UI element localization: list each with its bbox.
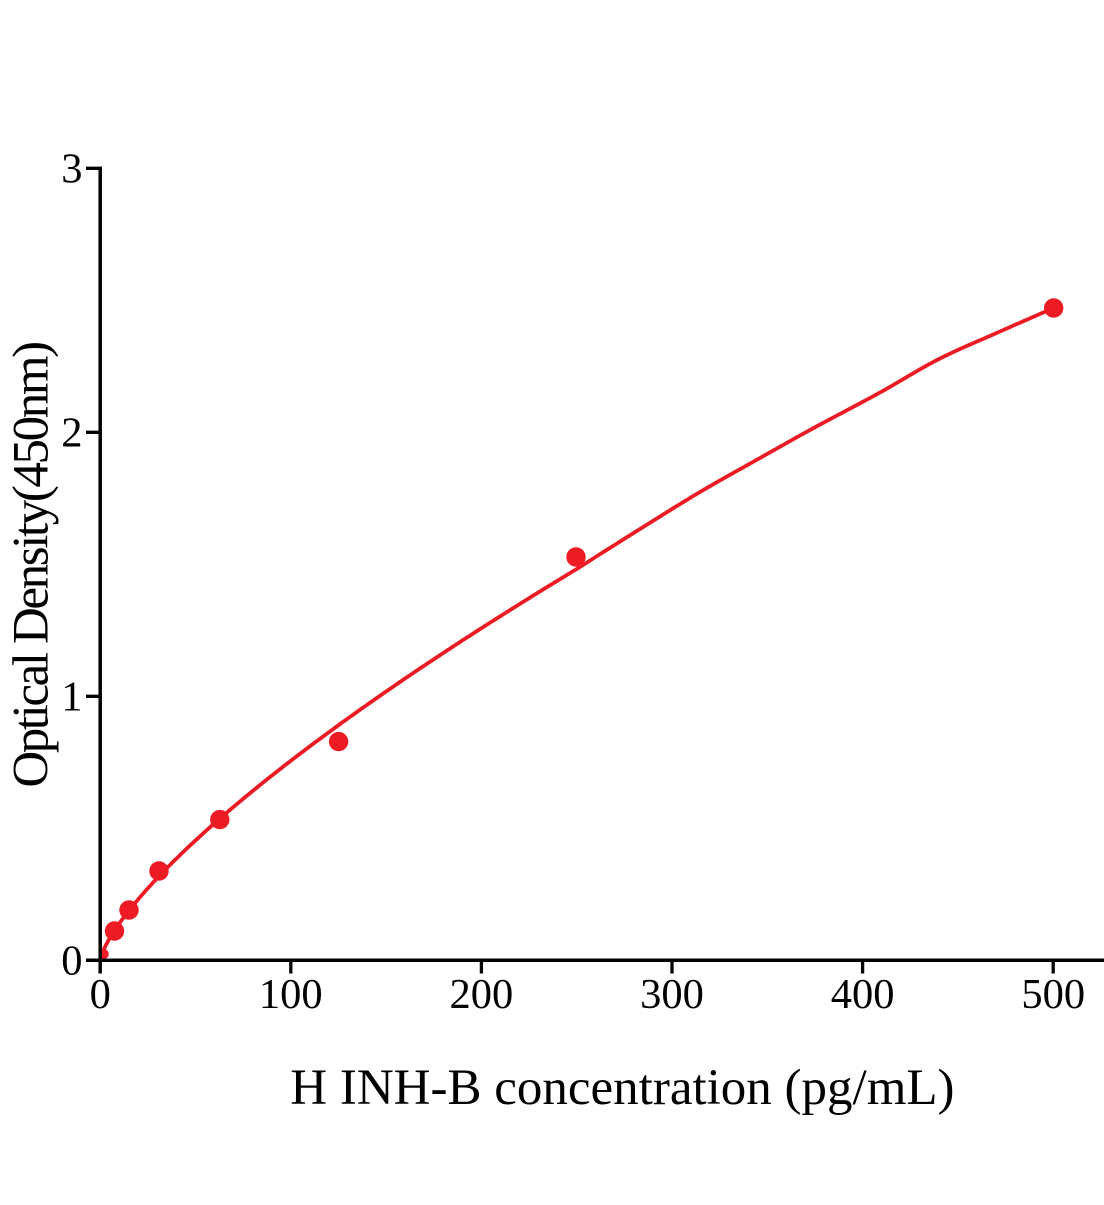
svg-text:0: 0 (61, 938, 82, 985)
svg-text:2: 2 (61, 410, 82, 457)
svg-text:Optical Density(450nm): Optical Density(450nm) (3, 343, 59, 788)
svg-text:0: 0 (90, 971, 111, 1018)
svg-text:300: 300 (640, 971, 704, 1018)
svg-text:400: 400 (831, 971, 895, 1018)
svg-text:100: 100 (259, 971, 323, 1018)
svg-text:3: 3 (61, 146, 82, 193)
svg-text:500: 500 (1021, 971, 1085, 1018)
svg-text:1: 1 (61, 674, 82, 721)
svg-text:H INH-B concentration (pg/mL): H INH-B concentration (pg/mL) (290, 1060, 954, 1116)
svg-text:200: 200 (450, 971, 514, 1018)
